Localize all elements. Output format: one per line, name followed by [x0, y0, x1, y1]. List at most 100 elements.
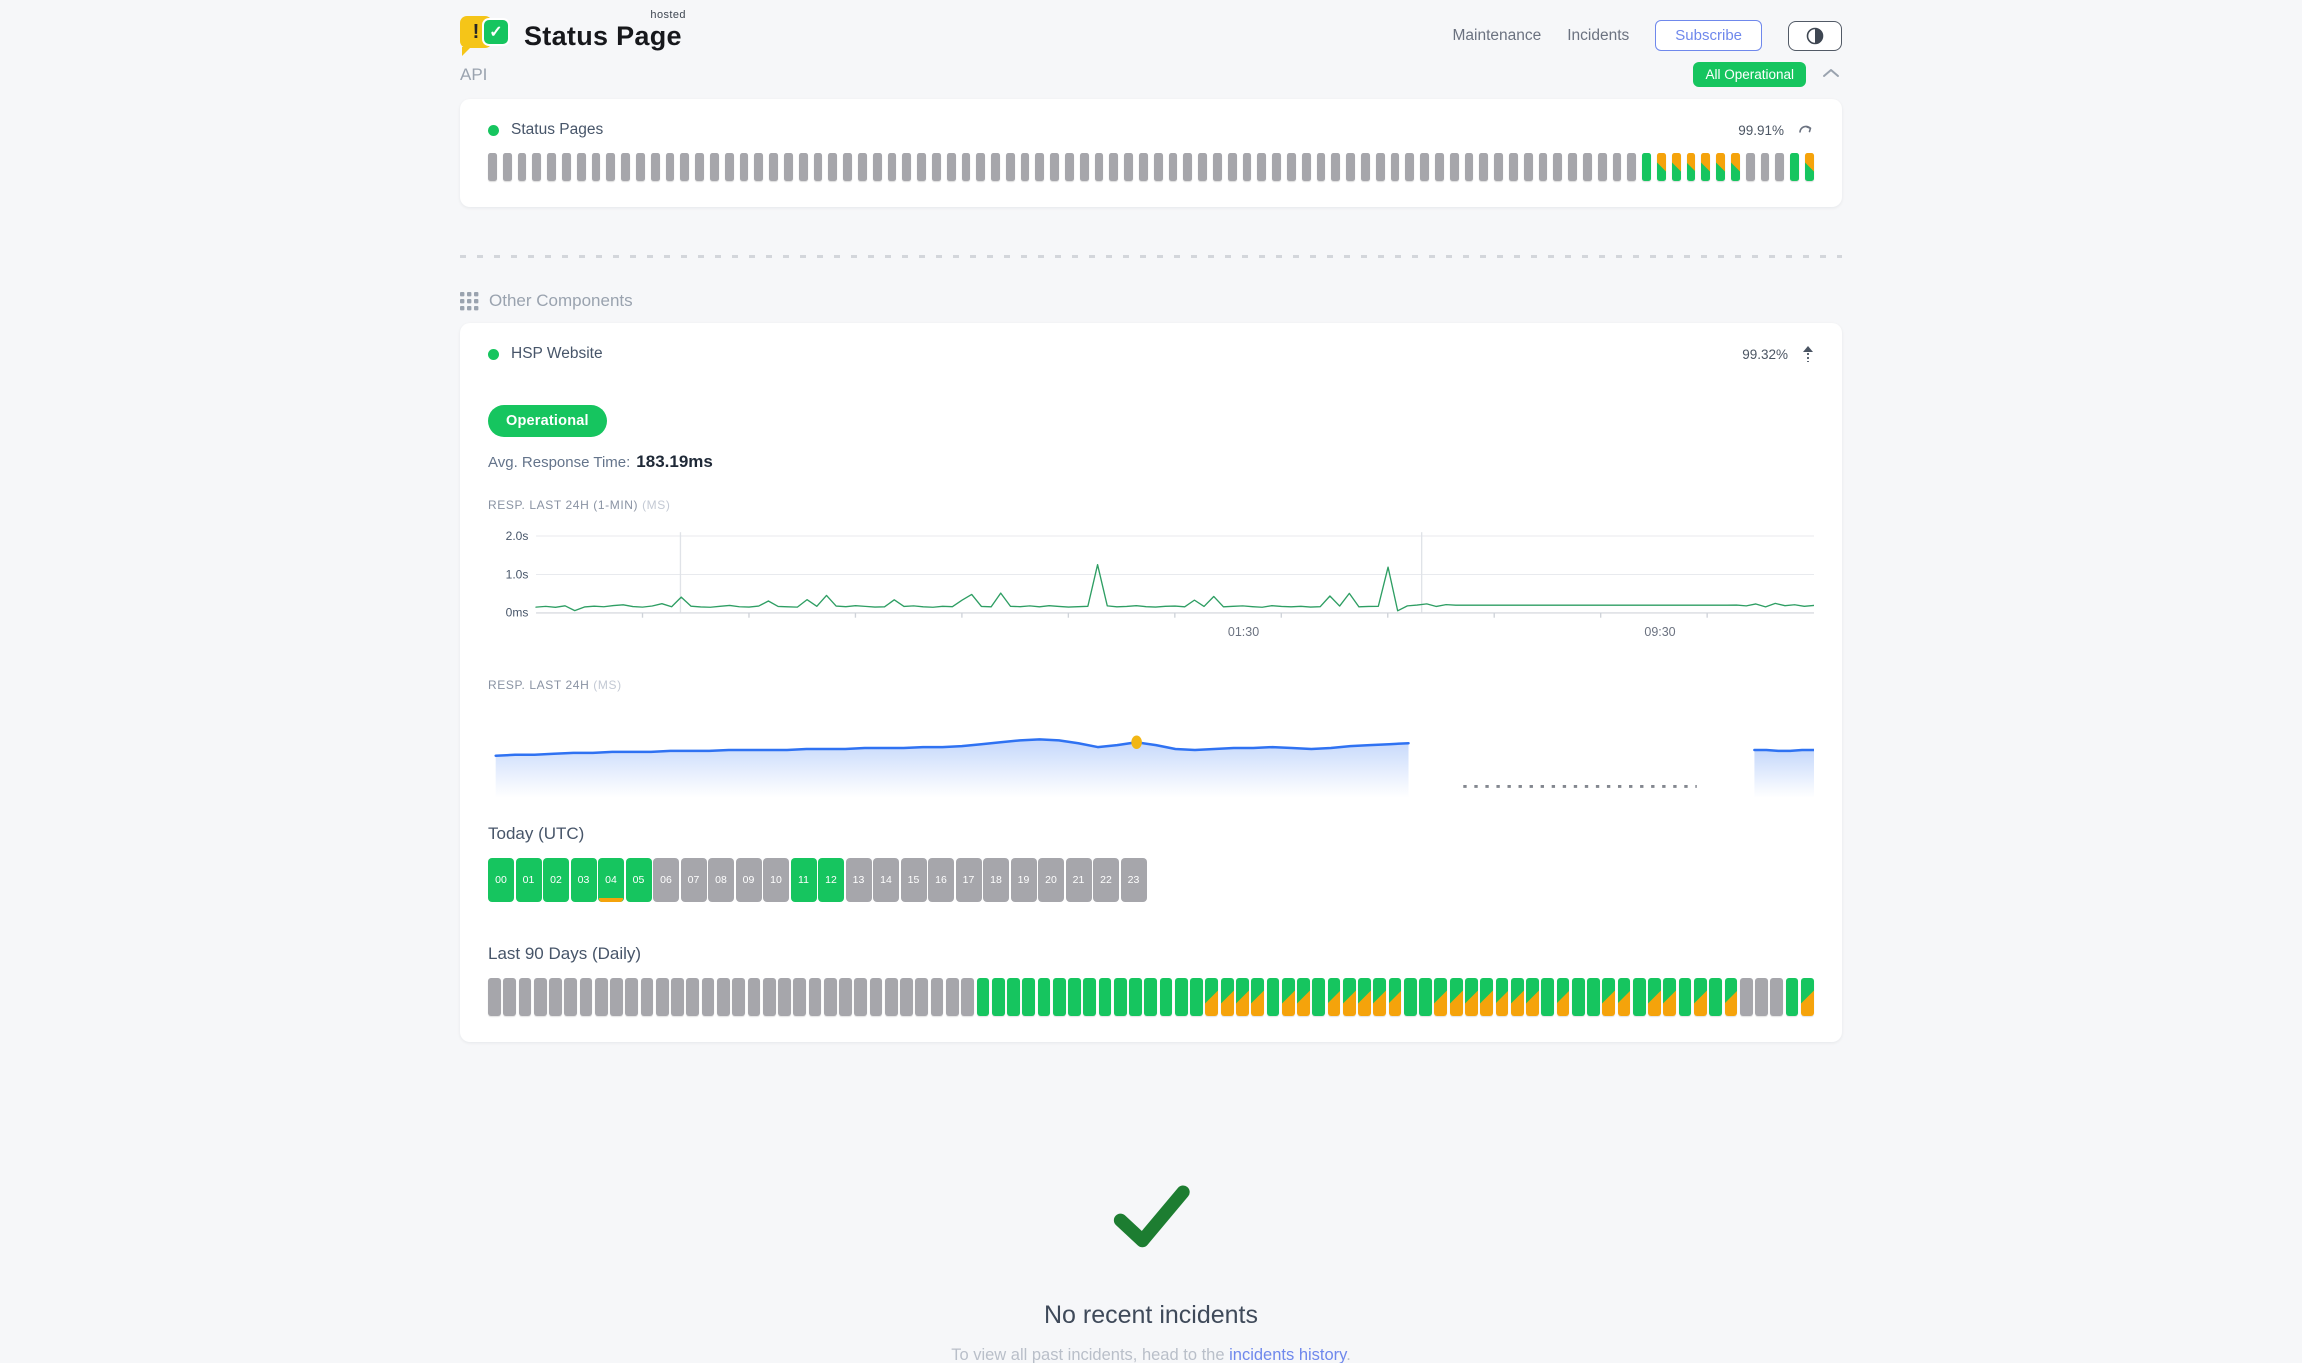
hour-block[interactable]: 07	[680, 858, 707, 902]
hour-block[interactable]: 21	[1065, 858, 1092, 902]
uptime-bar[interactable]	[1790, 153, 1799, 181]
hour-block[interactable]: 11	[790, 858, 817, 902]
day-bar[interactable]	[1571, 978, 1585, 1016]
subscribe-button[interactable]: Subscribe	[1655, 20, 1762, 51]
uptime-bar[interactable]	[931, 153, 941, 181]
response-time-chart[interactable]: 2.0s 1.0s 0ms 01:30 09:30	[488, 522, 1814, 650]
uptime-bar[interactable]	[1420, 153, 1429, 181]
day-bar[interactable]	[1663, 978, 1677, 1016]
uptime-bar[interactable]	[650, 153, 660, 181]
uptime-bar[interactable]	[561, 153, 571, 181]
uptime-bar[interactable]	[1287, 153, 1296, 181]
day-bar[interactable]	[808, 978, 822, 1016]
uptime-bar[interactable]	[1701, 153, 1711, 181]
hour-block[interactable]: 19	[1010, 858, 1037, 902]
hour-block[interactable]: 03	[570, 858, 597, 902]
day-bar[interactable]	[1358, 978, 1371, 1016]
hour-block[interactable]: 05	[625, 858, 652, 902]
uptime-bar[interactable]	[1642, 153, 1651, 181]
uptime-bar[interactable]	[1686, 153, 1696, 181]
day-bar[interactable]	[839, 978, 852, 1016]
day-bar[interactable]	[915, 978, 929, 1016]
day-bar[interactable]	[1098, 978, 1112, 1016]
uptime-bar[interactable]	[1494, 153, 1503, 181]
day-bar[interactable]	[1220, 978, 1234, 1016]
day-bar[interactable]	[1342, 978, 1356, 1016]
day-bar[interactable]	[823, 978, 837, 1016]
day-bar[interactable]	[549, 978, 562, 1016]
uptime-bar[interactable]	[1508, 153, 1518, 181]
uptime-bar[interactable]	[1775, 153, 1785, 181]
uptime-bar[interactable]	[976, 153, 986, 181]
day-bar[interactable]	[1541, 978, 1555, 1016]
uptime-bar[interactable]	[1257, 153, 1267, 181]
hour-block[interactable]: 14	[873, 858, 899, 902]
uptime-bar[interactable]	[709, 153, 719, 181]
uptime-bar[interactable]	[1656, 153, 1666, 181]
uptime-bar[interactable]	[1035, 153, 1045, 181]
uptime-bar[interactable]	[1804, 153, 1814, 181]
day-bar[interactable]	[1037, 978, 1051, 1016]
today-hours-strip[interactable]: 00 01 02 03 04 05 06 07 08 09 10 11 12 13 14 15 16 17 18 19…	[488, 858, 1814, 902]
uptime-bar[interactable]	[517, 153, 527, 181]
day-bar[interactable]	[1556, 978, 1570, 1016]
day-bar[interactable]	[564, 978, 578, 1016]
uptime-bar[interactable]	[1183, 153, 1193, 181]
day-bar[interactable]	[1785, 978, 1799, 1016]
uptime-bar[interactable]	[635, 153, 645, 181]
day-bar[interactable]	[976, 978, 990, 1016]
uptime-bar[interactable]	[1272, 153, 1282, 181]
day-bar[interactable]	[1007, 978, 1020, 1016]
day-bar[interactable]	[1709, 978, 1723, 1016]
uptime-bar[interactable]	[828, 153, 838, 181]
uptime-bar[interactable]	[754, 153, 764, 181]
day-bar[interactable]	[869, 978, 883, 1016]
uptime-bar[interactable]	[1745, 153, 1755, 181]
uptime-bar[interactable]	[1139, 153, 1148, 181]
uptime-bar[interactable]	[1671, 153, 1681, 181]
day-bar[interactable]	[1739, 978, 1753, 1016]
day-bar[interactable]	[1251, 978, 1265, 1016]
uptime-bar[interactable]	[1597, 153, 1607, 181]
uptime-bar[interactable]	[783, 153, 793, 181]
uptime-bar[interactable]	[1390, 153, 1400, 181]
uptime-bar[interactable]	[872, 153, 882, 181]
day-bar[interactable]	[1800, 978, 1814, 1016]
uptime-bar[interactable]	[1346, 153, 1356, 181]
day-bar[interactable]	[1266, 978, 1280, 1016]
day-bar[interactable]	[961, 978, 974, 1016]
day-bar[interactable]	[1297, 978, 1310, 1016]
uptime-bar[interactable]	[1316, 153, 1326, 181]
day-bar[interactable]	[1113, 978, 1127, 1016]
uptime-bar[interactable]	[488, 153, 497, 181]
day-bar[interactable]	[518, 978, 532, 1016]
day-bar[interactable]	[1587, 978, 1600, 1016]
day-bar[interactable]	[1465, 978, 1478, 1016]
uptime-bar[interactable]	[606, 153, 616, 181]
day-bar[interactable]	[1327, 978, 1341, 1016]
day-bar[interactable]	[1449, 978, 1463, 1016]
day-bar[interactable]	[900, 978, 913, 1016]
arrow-up-icon[interactable]	[1802, 345, 1814, 363]
uptime-bar[interactable]	[1213, 153, 1222, 181]
uptime-bar[interactable]	[532, 153, 542, 181]
day-bar[interactable]	[1373, 978, 1387, 1016]
day-bar[interactable]	[503, 978, 517, 1016]
day-bar[interactable]	[1129, 978, 1142, 1016]
uptime-bar[interactable]	[1242, 153, 1252, 181]
uptime-bar[interactable]	[1153, 153, 1163, 181]
uptime-bar[interactable]	[547, 153, 556, 181]
uptime-bar[interactable]	[946, 153, 956, 181]
response-area-chart[interactable]	[488, 698, 1814, 800]
hour-block[interactable]: 01	[515, 858, 542, 902]
uptime-bar[interactable]	[1124, 153, 1134, 181]
uptime-bar[interactable]	[857, 153, 867, 181]
hour-block[interactable]: 12	[818, 858, 844, 902]
hour-block[interactable]: 00	[488, 858, 514, 902]
day-bar[interactable]	[1526, 978, 1539, 1016]
uptime-bar[interactable]	[591, 153, 601, 181]
nav-maintenance[interactable]: Maintenance	[1452, 26, 1542, 44]
day-bar[interactable]	[686, 978, 700, 1016]
day-bar[interactable]	[1480, 978, 1494, 1016]
day-bar[interactable]	[930, 978, 944, 1016]
